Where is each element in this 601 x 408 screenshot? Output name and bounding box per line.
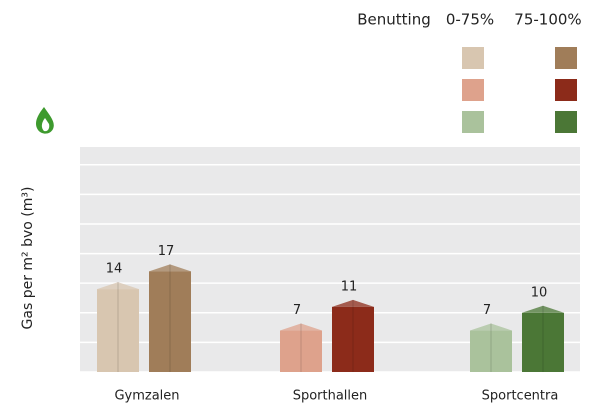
value-label: 11 (341, 279, 358, 294)
legend-label: 0-75% (446, 11, 494, 29)
value-label: 7 (293, 303, 301, 318)
x-tick-label: Gymzalen (114, 389, 179, 404)
legend-swatch (555, 47, 577, 69)
y-axis-label: Gas per m² bvo (m³) (20, 187, 36, 330)
value-label: 14 (106, 262, 123, 277)
x-tick-label: Sporthallen (293, 389, 368, 404)
flame-icon (36, 107, 54, 134)
legend-swatch (462, 47, 484, 69)
legend-swatch (555, 111, 577, 133)
page: Benutting Gas per m² bvo (m³) 0-75% 75-10… (0, 0, 601, 408)
legend-swatch (555, 79, 577, 101)
legend-label: 75-100% (514, 11, 581, 29)
x-tick-label: Sportcentra (482, 389, 559, 404)
value-label: 10 (531, 285, 548, 300)
legend-swatch (462, 79, 484, 101)
legend-title: Benutting (357, 11, 431, 29)
chart: Benutting Gas per m² bvo (m³) 0-75% 75-10… (0, 0, 601, 408)
legend-swatch (462, 111, 484, 133)
value-label: 7 (483, 303, 491, 318)
value-label: 17 (158, 244, 175, 259)
